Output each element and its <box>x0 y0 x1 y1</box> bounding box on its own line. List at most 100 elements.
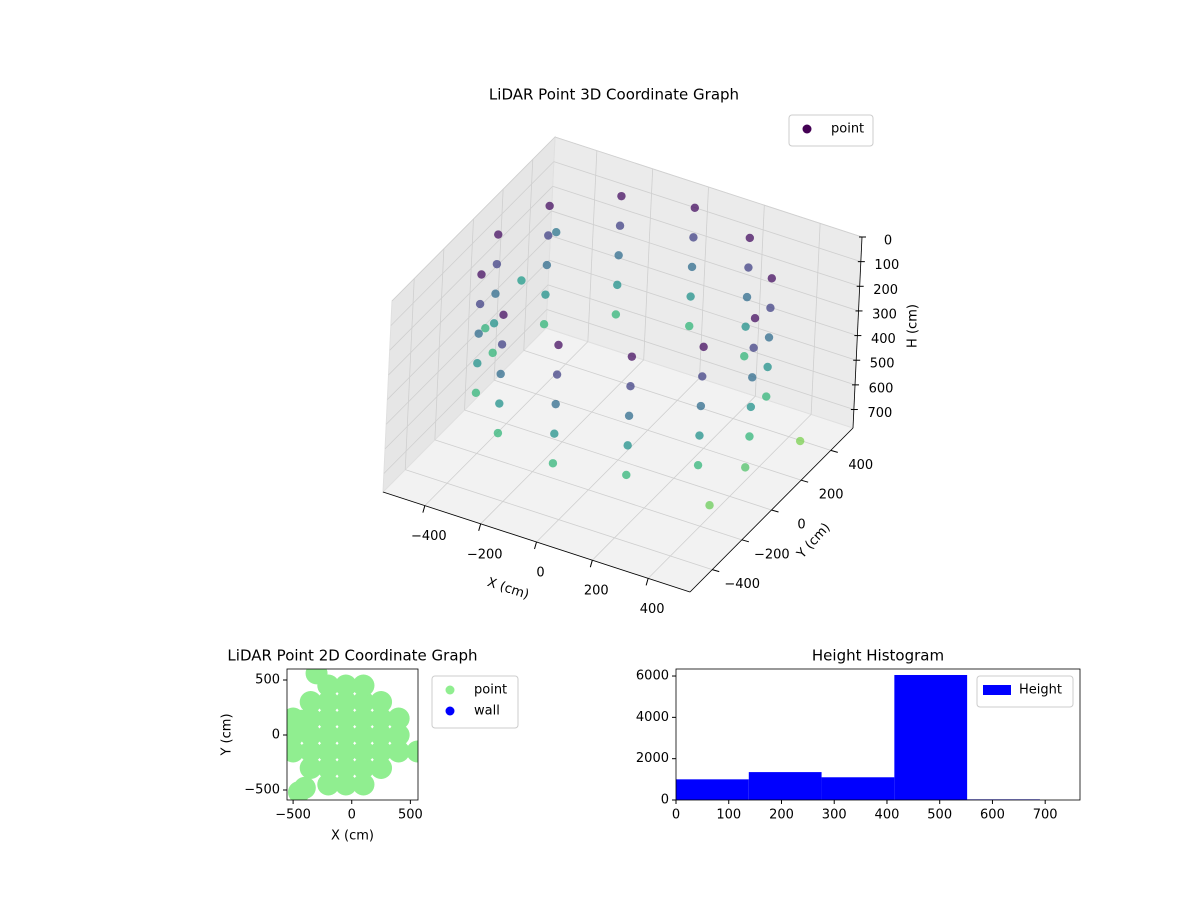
point <box>334 674 357 697</box>
point <box>550 429 559 438</box>
legend-marker <box>445 685 455 695</box>
point <box>352 707 375 730</box>
point <box>481 324 490 333</box>
x-tick-label: 0 <box>348 808 356 823</box>
point <box>764 333 774 342</box>
grid-line <box>464 409 772 511</box>
point <box>473 359 482 368</box>
x-tick-label: 0 <box>536 566 544 581</box>
z-tick-label: 400 <box>871 332 896 347</box>
point <box>334 756 357 779</box>
y-tick-label: 200 <box>819 488 844 503</box>
point <box>299 740 322 763</box>
y-tick <box>800 479 809 483</box>
grid-line <box>405 469 713 571</box>
z-tick-label: 200 <box>873 283 898 298</box>
grid-line <box>643 168 654 360</box>
point <box>352 773 375 796</box>
point <box>370 690 393 713</box>
point <box>370 723 393 746</box>
grid-line <box>385 259 550 425</box>
x-tick-label: −500 <box>275 808 311 823</box>
point <box>689 233 698 242</box>
point <box>287 740 305 763</box>
point <box>741 322 750 331</box>
grid-line <box>554 136 863 238</box>
x-tick <box>645 578 649 586</box>
y-tick <box>771 509 779 513</box>
point <box>370 707 393 730</box>
y-axis-label: Y (cm) <box>220 713 235 756</box>
bar <box>821 777 895 800</box>
point <box>317 740 340 763</box>
point <box>614 251 623 260</box>
x-tick-label: 0 <box>672 808 680 823</box>
grid-line <box>547 284 856 386</box>
point <box>699 342 708 352</box>
y-tick <box>830 449 838 453</box>
legend-marker <box>983 685 1011 695</box>
grid-line <box>587 150 598 342</box>
point <box>352 740 375 763</box>
point <box>387 740 410 763</box>
point <box>544 231 553 240</box>
grid-line <box>387 235 551 400</box>
bar <box>748 772 822 800</box>
grid-line <box>404 278 415 470</box>
point <box>696 401 706 411</box>
x-tick-label: 500 <box>927 808 952 823</box>
legend-box <box>788 114 874 147</box>
z-tick-label: 700 <box>867 406 892 421</box>
grid-line <box>754 205 765 397</box>
point <box>690 203 700 213</box>
x-tick-label: 500 <box>398 808 423 823</box>
grid-line <box>384 284 549 450</box>
point <box>548 459 558 468</box>
x-tick-label: 600 <box>980 808 1005 823</box>
point <box>317 690 340 713</box>
point <box>693 460 703 470</box>
grid-line <box>434 439 742 541</box>
grid-line <box>391 136 556 302</box>
point <box>746 402 756 412</box>
point <box>626 382 635 391</box>
point <box>406 740 418 763</box>
bar <box>894 674 968 800</box>
point <box>494 230 503 239</box>
point <box>552 370 562 379</box>
x-tick <box>589 560 593 568</box>
point <box>471 388 481 397</box>
z-axis-label: H (cm) <box>906 304 921 348</box>
point <box>477 270 486 279</box>
point <box>686 292 695 301</box>
point <box>489 319 499 328</box>
grid-line <box>549 259 857 361</box>
z-tick-label: 100 <box>874 258 899 273</box>
grid-line <box>389 186 553 351</box>
point <box>492 259 502 269</box>
point <box>541 290 550 299</box>
point <box>613 280 622 290</box>
x-tick-label: 400 <box>640 602 665 617</box>
y-tick <box>712 569 720 573</box>
legend-label: wall <box>474 704 500 719</box>
y-tick-label: 4000 <box>636 710 669 725</box>
y-tick-label: 0 <box>661 793 669 808</box>
point <box>317 773 340 796</box>
x-tick <box>478 523 482 531</box>
point <box>748 373 757 382</box>
x-axis-label: X (cm) <box>331 829 374 844</box>
point <box>293 776 316 799</box>
point <box>749 343 758 352</box>
point <box>687 262 697 272</box>
grid-line <box>810 223 821 415</box>
point <box>624 411 634 420</box>
legend-label: point <box>831 122 864 137</box>
point <box>795 436 805 446</box>
axis-line <box>852 236 863 429</box>
point <box>545 201 554 211</box>
point <box>741 463 750 472</box>
point <box>387 707 410 730</box>
x-tick-label: −400 <box>411 529 447 544</box>
x-tick <box>422 505 426 513</box>
